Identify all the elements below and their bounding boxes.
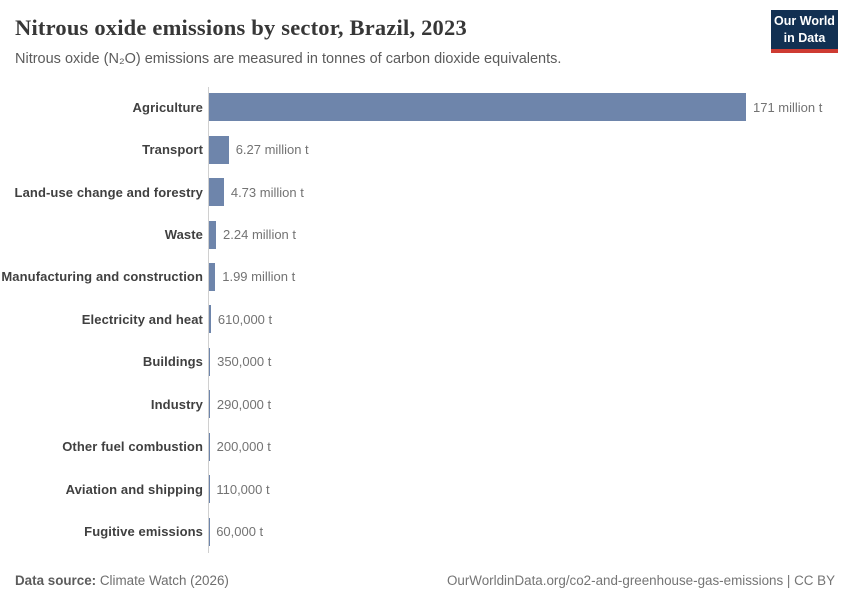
category-label: Other fuel combustion	[62, 439, 203, 455]
bar[interactable]	[209, 220, 217, 249]
chart-rows: Agriculture 171 million t Transport 6.27 mi…	[0, 86, 850, 553]
value-label: 171 million t	[753, 99, 823, 115]
chart-row: Industry 290,000 t	[0, 383, 850, 425]
owid-logo[interactable]: Our World in Data	[771, 10, 838, 53]
value-label: 6.27 million t	[235, 142, 309, 158]
chart-subtitle: Nitrous oxide (N₂O) emissions are measur…	[15, 51, 562, 67]
bar-track: 1.99 million t	[209, 262, 850, 291]
chart-row: Electricity and heat 610,000 t	[0, 298, 850, 340]
data-source-label: Data source:	[15, 573, 97, 588]
category-label: Transport	[142, 142, 203, 158]
bar-track: 60,000 t	[209, 517, 850, 546]
bar[interactable]	[209, 390, 210, 419]
y-axis-line	[208, 87, 209, 553]
category-label: Manufacturing and construction	[1, 269, 203, 285]
bar-track: 610,000 t	[209, 305, 850, 334]
bar[interactable]	[209, 262, 216, 291]
chart-row: Agriculture 171 million t	[0, 86, 850, 128]
chart-row: Transport 6.27 million t	[0, 128, 850, 170]
value-label: 350,000 t	[217, 354, 272, 370]
value-label: 610,000 t	[217, 311, 273, 327]
chart-row: Land-use change and forestry 4.73 million…	[0, 171, 850, 213]
bar[interactable]	[209, 93, 746, 122]
category-label: Agriculture	[132, 99, 203, 115]
bar[interactable]	[209, 135, 229, 164]
owid-logo-line1: Our World	[774, 14, 835, 29]
bar-track: 2.24 million t	[209, 220, 850, 249]
bar-track: 290,000 t	[209, 390, 850, 419]
category-label: Aviation and shipping	[65, 481, 203, 497]
value-label: 200,000 t	[216, 439, 271, 455]
attribution-link[interactable]: OurWorldinData.org/co2-and-greenhouse-ga…	[446, 573, 835, 588]
category-label: Fugitive emissions	[84, 524, 203, 540]
bar-track: 110,000 t	[209, 475, 850, 504]
chart-row: Waste 2.24 million t	[0, 213, 850, 255]
chart-row: Manufacturing and construction 1.99 milli…	[0, 256, 850, 298]
bar[interactable]	[209, 347, 211, 376]
chart-row: Buildings 350,000 t	[0, 341, 850, 383]
value-label: 60,000 t	[216, 524, 264, 540]
bar-track: 350,000 t	[209, 347, 850, 376]
category-label: Waste	[164, 227, 203, 243]
chart-row: Aviation and shipping 110,000 t	[0, 468, 850, 510]
value-label: 4.73 million t	[230, 184, 304, 200]
chart-header: Nitrous oxide emissions by sector, Brazi…	[0, 0, 850, 67]
value-label: 2.24 million t	[223, 227, 297, 243]
category-label: Land-use change and forestry	[14, 184, 203, 200]
value-label: 110,000 t	[216, 481, 270, 497]
category-label: Industry	[150, 396, 203, 412]
bar[interactable]	[209, 178, 224, 207]
value-label: 290,000 t	[216, 396, 272, 412]
bar-track: 6.27 million t	[209, 135, 850, 164]
data-source-value: Climate Watch (2026)	[99, 573, 229, 588]
bar-chart: Agriculture 171 million t Transport 6.27 mi…	[0, 86, 850, 553]
bar[interactable]	[209, 432, 210, 461]
category-label: Buildings	[142, 354, 203, 370]
chart-row: Other fuel combustion 200,000 t	[0, 426, 850, 468]
value-label: 1.99 million t	[222, 269, 296, 285]
bar-track: 200,000 t	[209, 432, 850, 461]
owid-logo-line2: in Data	[783, 30, 826, 45]
bar-track: 171 million t	[209, 93, 850, 122]
chart-title: Nitrous oxide emissions by sector, Brazi…	[15, 15, 467, 40]
chart-row: Fugitive emissions 60,000 t	[0, 510, 850, 552]
bar[interactable]	[209, 305, 211, 334]
chart-footer: Data source: Climate Watch (2026) OurWor…	[15, 573, 835, 588]
bar-track: 4.73 million t	[209, 178, 850, 207]
category-label: Electricity and heat	[81, 311, 203, 327]
data-source: Data source: Climate Watch (2026)	[15, 573, 229, 588]
